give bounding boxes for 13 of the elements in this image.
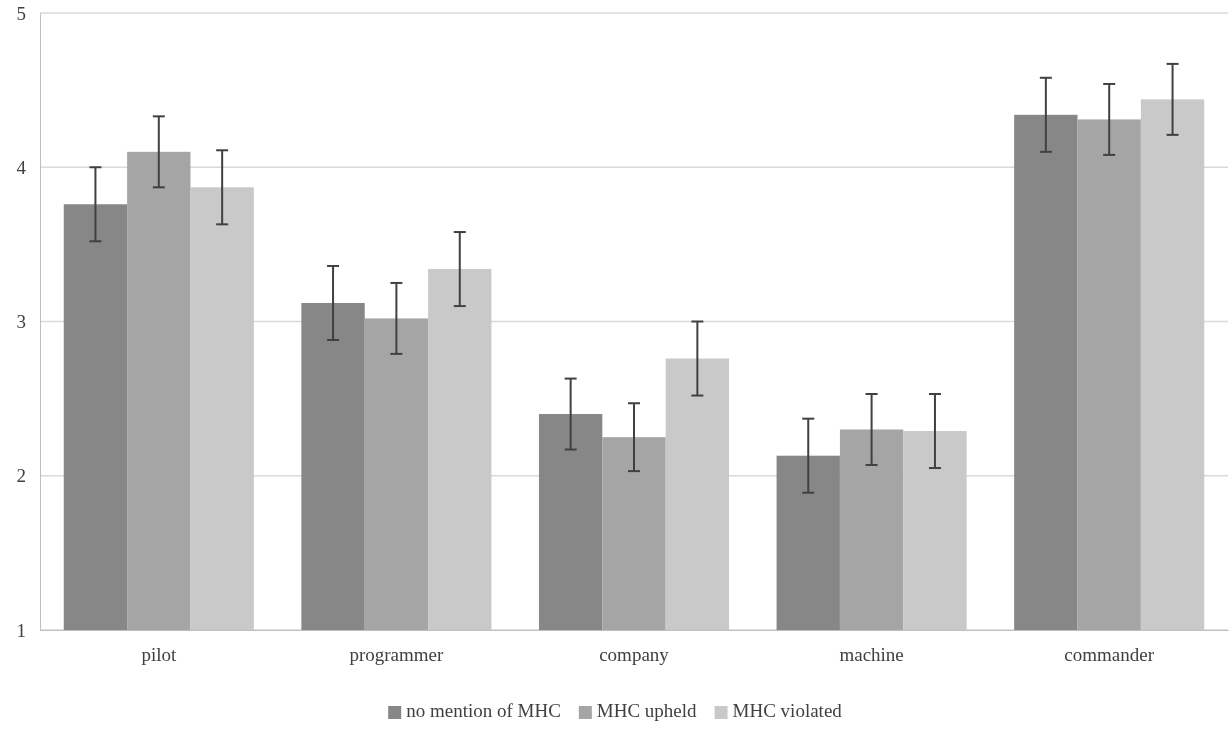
x-tick-label: company (599, 644, 670, 666)
legend-label: no mention of MHC (406, 700, 561, 721)
x-tick-label: machine (839, 644, 904, 666)
legend-label: MHC upheld (596, 700, 698, 721)
y-tick-label: 1 (16, 619, 26, 641)
x-tick-label: programmer (349, 644, 445, 666)
y-tick-label: 4 (16, 156, 27, 178)
x-tick-label: pilot (141, 644, 177, 666)
y-tick-label: 5 (16, 2, 26, 24)
legend-label: MHC violated (732, 700, 843, 721)
x-tick-label: commander (1064, 644, 1155, 666)
y-tick-label: 2 (16, 465, 26, 487)
y-tick-label: 3 (16, 311, 26, 333)
